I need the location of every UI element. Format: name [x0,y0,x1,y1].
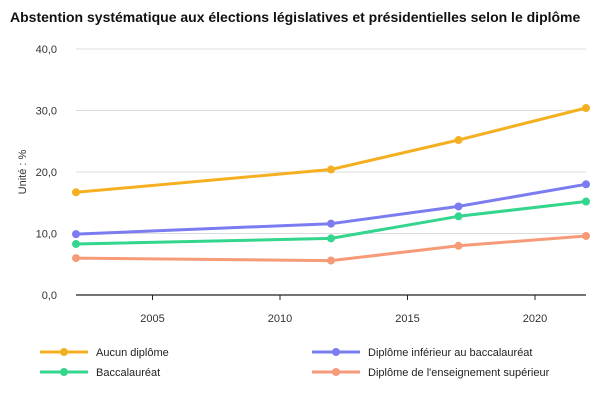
x-axis-ticks: 2005 2010 2015 2020 [140,295,547,325]
data-point [454,136,463,145]
y-tick-label: 20,0 [36,167,57,179]
series-line-0 [74,106,588,194]
data-point [582,104,590,113]
data-point [72,239,80,248]
data-point [582,197,590,206]
legend-swatch-marker [60,368,68,376]
legend-label: Diplôme inférieur au baccalauréat [368,347,532,359]
legend-swatch-marker [332,368,340,376]
x-tick-label: 2010 [268,313,292,325]
data-point [454,212,463,221]
data-point [72,254,80,263]
data-point [454,241,463,250]
legend-swatch-marker [332,348,340,356]
y-tick-label: 0,0 [42,290,57,302]
y-tick-label: 40,0 [36,44,57,56]
data-point [327,234,335,243]
legend-label: Baccalauréat [96,367,160,379]
series-line-1 [74,182,588,236]
x-tick-label: 2015 [395,313,419,325]
y-axis-label: Unité : % [17,149,29,194]
legend-label: Aucun diplôme [96,347,169,359]
data-point [72,188,80,197]
chart-title: Abstention systématique aux élections lé… [10,9,581,25]
y-axis-ticks: 0,0 10,0 20,0 30,0 40,0 [36,44,57,302]
y-tick-label: 30,0 [36,106,57,118]
legend-swatch-marker [60,348,68,356]
data-point [72,230,80,239]
series-line-3 [74,234,588,263]
data-point [582,180,590,189]
data-point [327,219,335,228]
legend: Aucun diplôme Diplôme inférieur au baccal… [40,347,550,379]
data-point [327,256,335,265]
legend-label: Diplôme de l'enseignement supérieur [368,367,550,379]
data-point [582,231,590,240]
x-tick-label: 2020 [523,313,547,325]
data-point [454,202,463,211]
y-tick-label: 10,0 [36,229,57,241]
x-tick-label: 2005 [140,313,164,325]
data-point [327,165,335,174]
series-lines [72,104,590,265]
series-line-2 [74,200,588,246]
